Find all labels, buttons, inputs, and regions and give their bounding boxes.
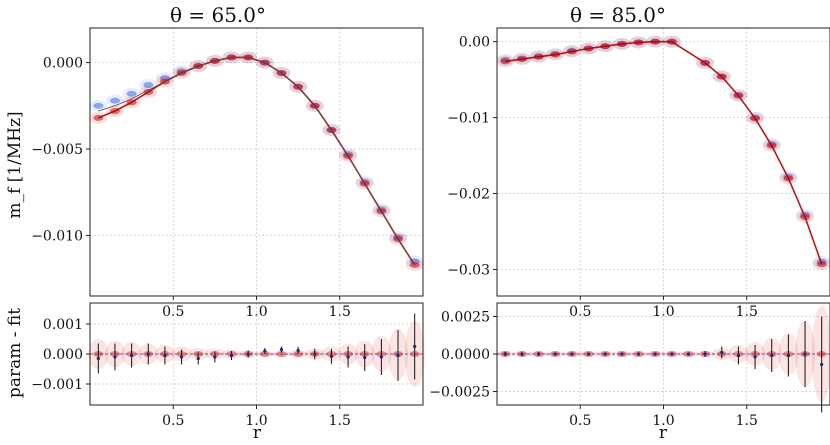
residual-mean bbox=[537, 352, 541, 356]
residual-mean bbox=[179, 355, 184, 359]
residual-mean bbox=[636, 352, 641, 356]
title-right: θ = 85.0° bbox=[570, 3, 666, 27]
residual-mean bbox=[396, 353, 400, 358]
panel-top-right: 0.5 1.0 1.50.00−0.01−0.02−0.03 bbox=[447, 27, 830, 320]
residual-mean bbox=[296, 348, 300, 352]
x-tick-label: 1.0 bbox=[245, 413, 267, 429]
ylabel-bottom: param - fit bbox=[5, 308, 25, 398]
residual-mean bbox=[246, 352, 250, 356]
point bbox=[816, 261, 827, 268]
y-tick-label: −0.005 bbox=[31, 142, 83, 158]
title-left: θ = 65.0° bbox=[170, 3, 266, 27]
residual-mean bbox=[213, 355, 217, 359]
y-tick-label: −0.010 bbox=[31, 228, 83, 244]
axes-frame bbox=[89, 27, 424, 297]
residual-mean bbox=[570, 352, 574, 356]
x-tick-label: 1.5 bbox=[736, 413, 758, 429]
residual-mean bbox=[586, 352, 591, 356]
y-tick-label: 0.000 bbox=[43, 56, 83, 72]
residual-mean bbox=[786, 353, 790, 358]
residual-mean bbox=[503, 352, 507, 356]
y-tick-label: −0.0025 bbox=[429, 385, 490, 401]
residual-cloud bbox=[271, 351, 292, 357]
series-line bbox=[505, 40, 823, 265]
point bbox=[126, 90, 137, 97]
residual-mean bbox=[279, 347, 284, 352]
y-tick-label: −0.01 bbox=[447, 111, 490, 127]
panel-bottom-left: 0.5 1.0 1.5 0.001 0.000 −0.001 bbox=[31, 302, 425, 429]
residual-mean bbox=[130, 353, 134, 358]
y-tick-label: −0.03 bbox=[447, 262, 490, 278]
residual-mean bbox=[163, 353, 167, 358]
ylabel-top: m_f [1/MHz] bbox=[5, 111, 25, 218]
x-tick-label: 1.5 bbox=[329, 413, 351, 429]
xlabel-left: r bbox=[253, 423, 262, 443]
residual-mean bbox=[703, 352, 707, 356]
series-line bbox=[98, 57, 416, 266]
panel-bottom-right: 0.5 1.0 1.5 0.0025 0.0000 −0.0025 bbox=[429, 302, 830, 429]
residual-mean bbox=[196, 356, 200, 361]
y-tick-label: −0.001 bbox=[31, 377, 83, 393]
residual-mean bbox=[820, 362, 824, 367]
axes-frame bbox=[89, 302, 424, 406]
y-tick-label: 0.0025 bbox=[441, 310, 490, 326]
residual-mean bbox=[96, 356, 100, 361]
residual-mean bbox=[803, 352, 807, 356]
panel-top-left: 0.5 1.0 1.50.000−0.005−0.010 bbox=[31, 27, 424, 320]
residual-mean bbox=[113, 355, 117, 359]
residual-cloud bbox=[811, 306, 830, 402]
residual-mean bbox=[379, 355, 383, 359]
axes-frame bbox=[496, 302, 830, 406]
residual-mean bbox=[686, 352, 691, 356]
xlabel-right: r bbox=[659, 423, 668, 443]
residual-mean bbox=[670, 352, 674, 356]
y-tick-label: 0.001 bbox=[43, 317, 83, 333]
residual-mean bbox=[770, 353, 774, 358]
residual-mean bbox=[229, 353, 234, 358]
residual-mean bbox=[413, 344, 417, 349]
residual-mean bbox=[313, 352, 317, 356]
point bbox=[109, 97, 120, 104]
axes-frame bbox=[496, 27, 830, 297]
x-tick-label: 0.5 bbox=[569, 413, 591, 429]
residual-mean bbox=[346, 355, 350, 359]
residual-mean bbox=[263, 349, 267, 353]
residual-mean bbox=[753, 355, 757, 359]
residual-mean bbox=[553, 352, 557, 356]
residual-mean bbox=[520, 352, 524, 356]
y-tick-label: 0.00 bbox=[459, 35, 490, 51]
residual-mean bbox=[720, 350, 724, 355]
residual-mean bbox=[146, 352, 150, 356]
y-tick-label: −0.02 bbox=[447, 187, 490, 203]
residual-mean bbox=[363, 356, 367, 360]
residual-mean bbox=[603, 352, 607, 356]
y-tick-label: 0.000 bbox=[43, 347, 83, 363]
x-tick-label: 0.5 bbox=[162, 413, 184, 429]
residual-mean bbox=[620, 352, 624, 356]
residual-point bbox=[276, 351, 287, 357]
residual-mean bbox=[653, 352, 657, 356]
y-tick-label: 0.0000 bbox=[441, 347, 490, 363]
residual-mean bbox=[329, 354, 334, 358]
point bbox=[93, 102, 104, 109]
residual-mean bbox=[736, 353, 741, 358]
x-tick-label: 1.0 bbox=[652, 413, 674, 429]
point bbox=[143, 82, 154, 89]
